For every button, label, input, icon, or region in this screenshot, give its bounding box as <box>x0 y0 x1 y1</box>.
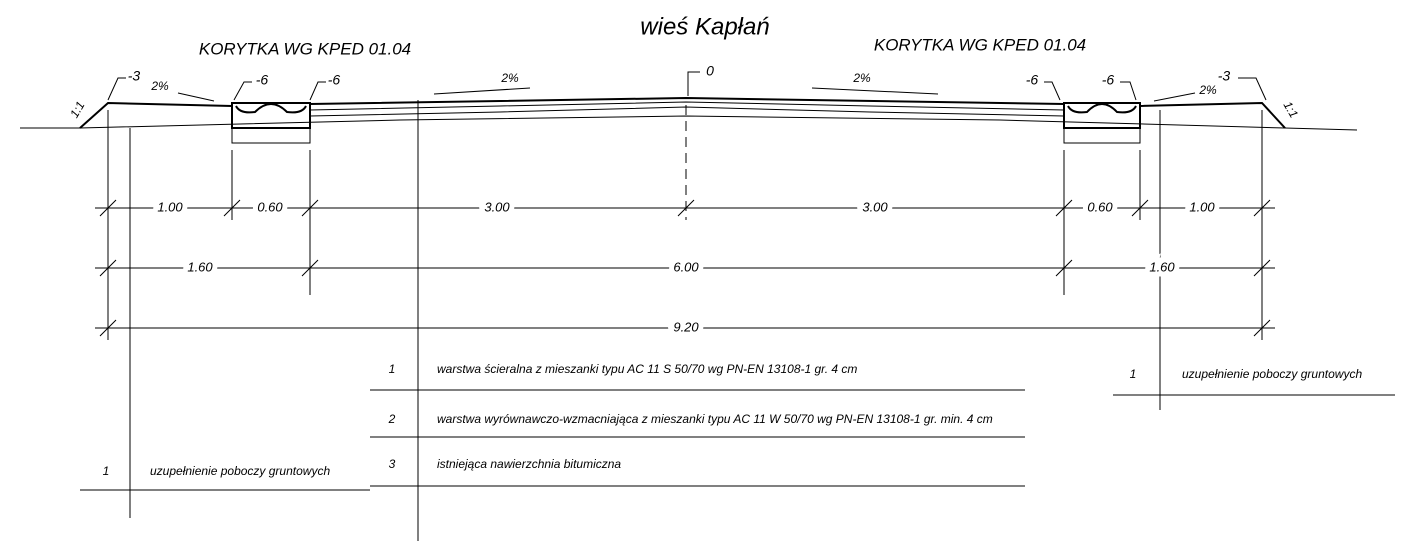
gutter-left-base <box>231 127 311 144</box>
gutter-right-channel <box>1067 103 1137 114</box>
slope-label: 2% <box>500 71 519 85</box>
layer-number: 2 <box>388 412 396 426</box>
embankment-label: 1:1 <box>67 99 87 120</box>
layer-number: 3 <box>389 457 396 471</box>
slope-arrows <box>177 87 1196 102</box>
dim-ticks <box>99 199 1271 337</box>
elevation-label: -6 <box>328 72 341 88</box>
elevation-label: -6 <box>1026 72 1039 88</box>
geometry <box>20 71 1395 541</box>
korytka-label: KORYTKA WG KPED 01.04 <box>874 35 1086 54</box>
dimension-label: 1.00 <box>157 199 183 214</box>
gutter-left-channel <box>235 103 307 114</box>
note-number: 1 <box>103 464 110 478</box>
right-shoulder <box>1139 101 1286 129</box>
note-number: 1 <box>1130 367 1137 381</box>
dimension-label: 6.00 <box>673 259 699 274</box>
note-text: uzupełnienie poboczy gruntowych <box>150 464 330 478</box>
dimension-label: 3.00 <box>484 199 510 214</box>
slope-label: 2% <box>150 79 169 93</box>
dimension-label: 3.00 <box>862 199 888 214</box>
embankment-label: 1:1 <box>1280 99 1300 120</box>
elevation-label: -6 <box>1102 72 1115 88</box>
ground-line <box>20 115 1358 131</box>
slope-label: 2% <box>1198 83 1217 97</box>
dimension-label: 0.60 <box>1087 199 1113 214</box>
left-shoulder <box>79 101 233 129</box>
elevation-leaders <box>107 71 1267 101</box>
korytka-label: KORYTKA WG KPED 01.04 <box>199 39 411 58</box>
note-text: uzupełnienie poboczy gruntowych <box>1182 367 1362 381</box>
dimension-label: 1.60 <box>187 259 213 274</box>
layer-number: 1 <box>389 362 396 376</box>
gutter-right <box>1063 102 1141 129</box>
layer-text: warstwa ścieralna z mieszanki typu AC 11… <box>437 362 857 376</box>
slope-label: 2% <box>852 71 871 85</box>
pavement-existing <box>309 106 1065 117</box>
title: wieś Kapłań <box>640 13 769 40</box>
dimension-label: 9.20 <box>673 319 699 334</box>
elevation-label: -3 <box>128 68 141 84</box>
layer-text: warstwa wyrównawczo-wzmacniająca z miesz… <box>437 412 993 426</box>
dimension-label: 0.60 <box>257 199 283 214</box>
elevation-label: -3 <box>1218 68 1231 84</box>
gutter-right-base <box>1063 127 1141 144</box>
pavement-layer <box>309 101 1065 111</box>
dimension-label: 1.00 <box>1189 199 1215 214</box>
pavement-top <box>309 96 1065 105</box>
dimension-label: 1.60 <box>1149 259 1175 274</box>
layer-text: istniejąca nawierzchnia bitumiczna <box>437 457 621 471</box>
elevation-label: 0 <box>706 63 714 79</box>
elevation-label: -6 <box>256 72 269 88</box>
